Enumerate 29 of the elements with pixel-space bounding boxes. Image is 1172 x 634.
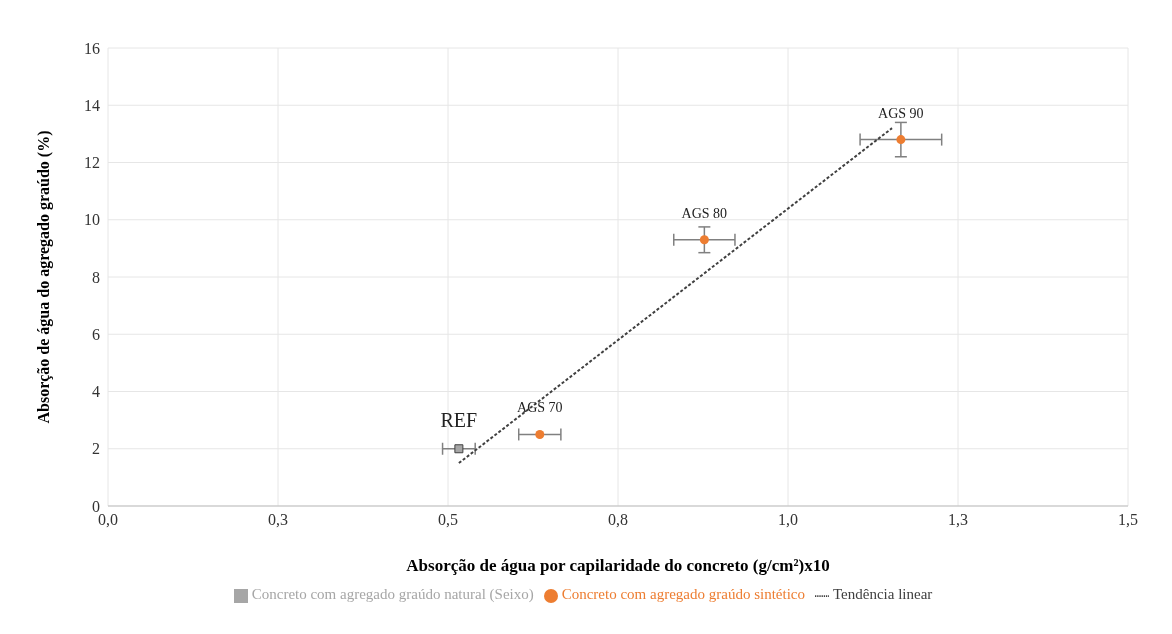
legend-label: Concreto com agregado graúdo sintético (561, 586, 805, 602)
y-tick-label: 4 (92, 383, 100, 401)
point (535, 429, 545, 439)
y-tick-label: 12 (84, 154, 100, 172)
point (454, 444, 464, 454)
x-tick-label: 0,0 (98, 511, 118, 529)
point (699, 235, 709, 245)
y-tick-label: 6 (92, 325, 100, 343)
x-axis-title: Absorção de água por capilaridade do concreto (g/cm²)x10 (406, 556, 830, 575)
x-tick-label: 0,8 (608, 511, 628, 529)
y-tick-label: 16 (84, 39, 100, 57)
annotation: AGS 80 (681, 205, 728, 221)
y-axis-title: Absorção de água do agregado graúdo (%) (34, 130, 53, 424)
x-tick-label: 1,3 (948, 511, 968, 529)
annotation: REF (440, 408, 478, 431)
x-tick-label: 0,5 (438, 511, 458, 529)
x-tick-label: 0,3 (268, 511, 288, 529)
y-tick-label: 2 (92, 440, 100, 458)
annotation: AGS 70 (517, 400, 563, 416)
y-tick-label: 10 (84, 211, 100, 229)
annotation: AGS 90 (878, 105, 924, 121)
point (896, 135, 906, 145)
y-tick-label: 0 (92, 497, 100, 515)
y-tick-label: 8 (92, 268, 100, 286)
y-tick-label: 14 (84, 96, 100, 114)
x-tick-label: 1,0 (778, 511, 798, 529)
legend-label: Tendência linear (832, 586, 933, 602)
x-tick-label: 1,5 (1118, 511, 1138, 529)
legend-label: Concreto com agregado graúdo natural (Seixo) (251, 586, 534, 602)
